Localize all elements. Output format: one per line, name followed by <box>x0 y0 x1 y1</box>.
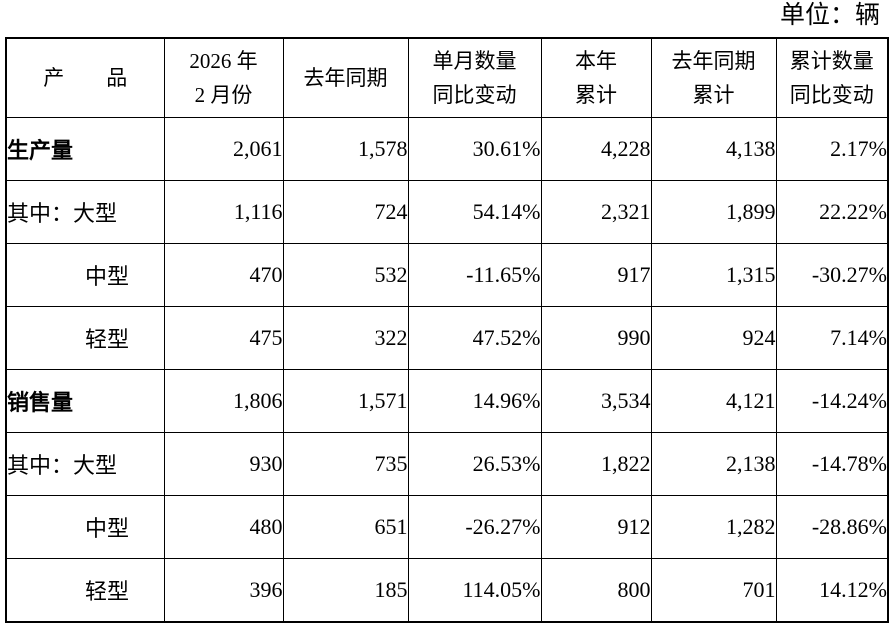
table-cell: 990 <box>540 306 652 370</box>
row-label-sales: 销售量 <box>5 369 165 433</box>
table-cell: 185 <box>282 558 409 623</box>
table-cell: 1,315 <box>650 243 777 307</box>
table-cell: 2,321 <box>540 180 652 244</box>
table-cell: 30.61% <box>407 117 542 181</box>
table-cell: 22.22% <box>775 180 889 244</box>
row-label-production-light: 轻型 <box>5 306 165 370</box>
table-cell: 14.96% <box>407 369 542 433</box>
table-cell: 735 <box>282 432 409 496</box>
table-cell: 1,578 <box>282 117 409 181</box>
col-header-feb-2026: 2026 年 2 月份 <box>163 37 284 118</box>
row-label-sales-medium: 中型 <box>5 495 165 559</box>
table-row-sales-light: 轻型 396 185 114.05% 800 701 14.12% <box>5 558 889 623</box>
table-cell: 4,121 <box>650 369 777 433</box>
table-cell: -28.86% <box>775 495 889 559</box>
row-label-sales-large: 其中：大型 <box>5 432 165 496</box>
table-cell: 930 <box>163 432 284 496</box>
production-sales-table: 产 品 2026 年 2 月份 去年同期 单月数量 同比变动 本年 累计 去年同… <box>5 37 889 623</box>
table-cell: 1,899 <box>650 180 777 244</box>
table-cell: 47.52% <box>407 306 542 370</box>
table-cell: 2,061 <box>163 117 284 181</box>
table-cell: 532 <box>282 243 409 307</box>
table-cell: -30.27% <box>775 243 889 307</box>
table-cell: 1,806 <box>163 369 284 433</box>
table-cell: -14.24% <box>775 369 889 433</box>
table-cell: -26.27% <box>407 495 542 559</box>
table-row-sales: 销售量 1,806 1,571 14.96% 3,534 4,121 -14.2… <box>5 369 889 433</box>
table-cell: 470 <box>163 243 284 307</box>
table-cell: 475 <box>163 306 284 370</box>
table-row-production-medium: 中型 470 532 -11.65% 917 1,315 -30.27% <box>5 243 889 307</box>
table-cell: 917 <box>540 243 652 307</box>
table-cell: -14.78% <box>775 432 889 496</box>
table-cell: 1,282 <box>650 495 777 559</box>
table-cell: 1,571 <box>282 369 409 433</box>
table-row-production-large: 其中：大型 1,116 724 54.14% 2,321 1,899 22.22… <box>5 180 889 244</box>
table-cell: -11.65% <box>407 243 542 307</box>
table-cell: 1,822 <box>540 432 652 496</box>
table-row-sales-large: 其中：大型 930 735 26.53% 1,822 2,138 -14.78% <box>5 432 889 496</box>
header-row: 产 品 2026 年 2 月份 去年同期 单月数量 同比变动 本年 累计 去年同… <box>5 37 889 118</box>
col-header-product: 产 品 <box>5 37 165 118</box>
row-label-production-medium: 中型 <box>5 243 165 307</box>
table-cell: 800 <box>540 558 652 623</box>
row-label-production-large: 其中：大型 <box>5 180 165 244</box>
table-cell: 7.14% <box>775 306 889 370</box>
col-header-ytd-total: 本年 累计 <box>540 37 652 118</box>
table-row-production-light: 轻型 475 322 47.52% 990 924 7.14% <box>5 306 889 370</box>
table-cell: 14.12% <box>775 558 889 623</box>
table-cell: 4,228 <box>540 117 652 181</box>
row-label-production: 生产量 <box>5 117 165 181</box>
table-cell: 2.17% <box>775 117 889 181</box>
table-cell: 3,534 <box>540 369 652 433</box>
col-header-last-year-ytd-total: 去年同期 累计 <box>650 37 777 118</box>
col-header-monthly-yoy-change: 单月数量 同比变动 <box>407 37 542 118</box>
table-cell: 4,138 <box>650 117 777 181</box>
table-row-production: 生产量 2,061 1,578 30.61% 4,228 4,138 2.17% <box>5 117 889 181</box>
table-cell: 480 <box>163 495 284 559</box>
table-cell: 651 <box>282 495 409 559</box>
table-row-sales-medium: 中型 480 651 -26.27% 912 1,282 -28.86% <box>5 495 889 559</box>
table-cell: 724 <box>282 180 409 244</box>
table-cell: 322 <box>282 306 409 370</box>
table-cell: 2,138 <box>650 432 777 496</box>
table-cell: 924 <box>650 306 777 370</box>
col-header-same-period-last-year: 去年同期 <box>282 37 409 118</box>
table-cell: 701 <box>650 558 777 623</box>
table-cell: 54.14% <box>407 180 542 244</box>
unit-label: 单位：辆 <box>779 2 880 29</box>
col-header-cumulative-yoy-change: 累计数量 同比变动 <box>775 37 889 118</box>
row-label-sales-light: 轻型 <box>5 558 165 623</box>
table-cell: 26.53% <box>407 432 542 496</box>
table-cell: 1,116 <box>163 180 284 244</box>
table-cell: 396 <box>163 558 284 623</box>
table-cell: 114.05% <box>407 558 542 623</box>
table-cell: 912 <box>540 495 652 559</box>
